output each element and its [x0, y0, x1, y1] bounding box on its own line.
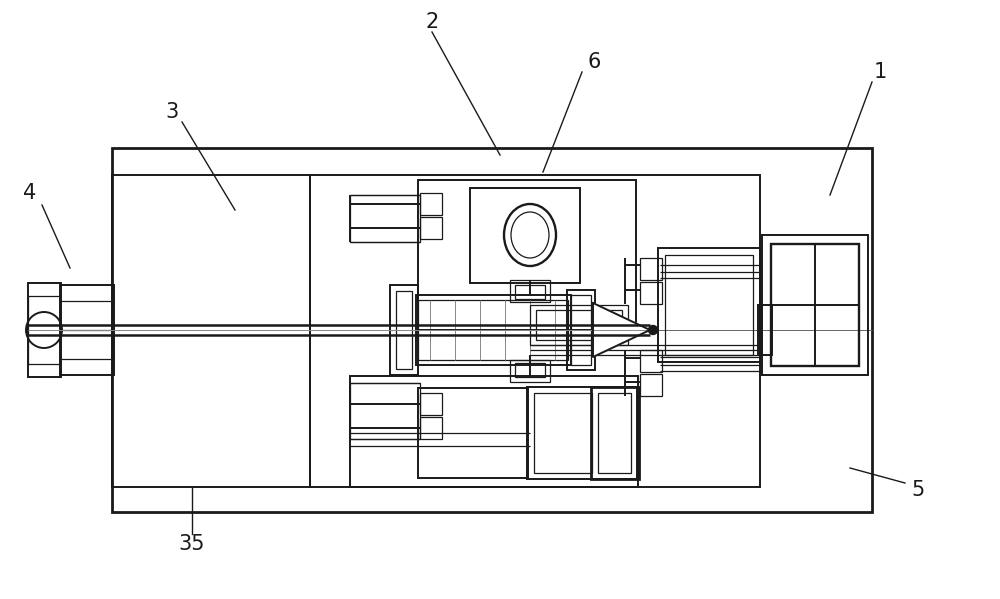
- Bar: [28, 296, 60, 364]
- Bar: [640, 282, 662, 304]
- Bar: [112, 175, 310, 487]
- Bar: [310, 175, 760, 487]
- Text: 2: 2: [425, 12, 439, 32]
- Bar: [758, 305, 772, 355]
- Bar: [350, 383, 420, 439]
- Text: 1: 1: [873, 62, 887, 82]
- Bar: [28, 283, 61, 377]
- Bar: [390, 285, 418, 375]
- Bar: [510, 360, 550, 382]
- Bar: [60, 285, 114, 375]
- Text: 3: 3: [165, 102, 179, 122]
- Bar: [350, 376, 638, 487]
- Bar: [418, 180, 636, 330]
- Bar: [396, 291, 412, 369]
- Bar: [470, 188, 580, 283]
- Text: 6: 6: [587, 52, 601, 72]
- Bar: [534, 393, 592, 473]
- Bar: [762, 235, 868, 375]
- Bar: [420, 217, 442, 239]
- Bar: [420, 417, 442, 439]
- Bar: [112, 148, 872, 512]
- Text: 4: 4: [23, 183, 37, 203]
- Bar: [420, 193, 442, 215]
- Bar: [591, 387, 639, 479]
- Bar: [418, 388, 528, 478]
- Bar: [530, 305, 628, 345]
- Bar: [416, 295, 571, 365]
- Bar: [640, 258, 662, 280]
- Bar: [571, 295, 591, 365]
- Bar: [598, 393, 631, 473]
- Bar: [350, 195, 420, 242]
- Bar: [420, 393, 442, 415]
- Text: 35: 35: [179, 534, 205, 554]
- Bar: [536, 310, 622, 340]
- Bar: [527, 387, 637, 479]
- Circle shape: [648, 325, 658, 334]
- Bar: [771, 244, 859, 366]
- Bar: [515, 285, 545, 299]
- Bar: [640, 374, 662, 396]
- Bar: [418, 300, 568, 360]
- Bar: [665, 255, 753, 355]
- Bar: [640, 350, 662, 372]
- Bar: [658, 248, 760, 362]
- Bar: [567, 290, 595, 370]
- Polygon shape: [593, 303, 650, 357]
- Text: 5: 5: [911, 480, 925, 500]
- Bar: [515, 363, 545, 377]
- Bar: [510, 280, 550, 302]
